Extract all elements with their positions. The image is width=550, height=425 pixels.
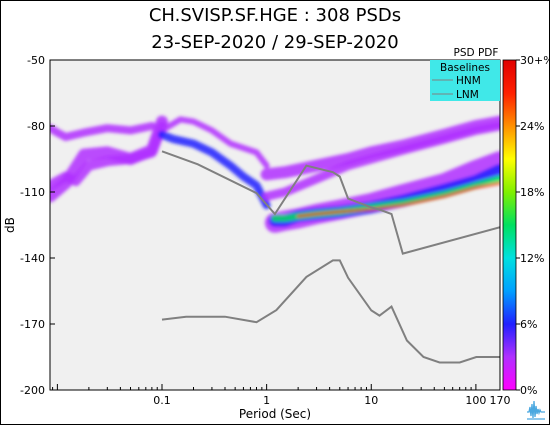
x-axis-label: Period (Sec) xyxy=(239,407,311,421)
legend-label-hnm: HNM xyxy=(456,75,481,87)
seismogram-logo-icon xyxy=(526,398,546,420)
chart-title: CH.SVISP.SF.HGE : 308 PSDs xyxy=(148,5,402,26)
pdf-ridge-10 xyxy=(296,181,500,218)
x-tick-label: 1 xyxy=(263,394,270,407)
x-tick-label: 10 xyxy=(364,394,378,407)
y-tick-label: -50 xyxy=(27,54,45,67)
plot-border xyxy=(49,59,501,391)
y-tick-label: -170 xyxy=(20,318,45,331)
y-tick-label: -80 xyxy=(27,120,45,133)
legend-label-lnm: LNM xyxy=(456,89,479,101)
pdf-ridge-3 xyxy=(50,121,167,191)
pdf-ridge-1 xyxy=(50,122,156,141)
legend: Baselines HNM LNM xyxy=(430,60,500,101)
y-axis: -50 -80 -110 -140 -170 -200 xyxy=(20,54,55,397)
colorbar-ticks: 30+% 24% 18% 12% 6% 0% xyxy=(516,54,550,397)
x-tick-label: 100 xyxy=(465,394,486,407)
y-tick-label: -200 xyxy=(20,384,45,397)
series-hnm xyxy=(161,150,500,255)
baseline-curves xyxy=(161,150,500,364)
pdf-ridge-6 xyxy=(262,121,500,201)
colorbar-tick-label: 0% xyxy=(520,384,537,397)
colorbar-tick-label: 18% xyxy=(520,186,544,199)
x-tick-label: 170 xyxy=(490,394,511,407)
legend-title: Baselines xyxy=(440,62,490,74)
colorbar xyxy=(502,59,517,391)
colorbar-title: PSD PDF xyxy=(454,47,499,59)
pdf-ridge-2 xyxy=(159,116,270,169)
x-axis: 0.1 1 10 100 170 xyxy=(52,384,511,407)
y-tick-label: -110 xyxy=(20,186,45,199)
series-lnm xyxy=(161,259,500,364)
colorbar-tick-label: 24% xyxy=(520,120,544,133)
colorbar-tick-label: 6% xyxy=(520,318,537,331)
y-axis-label: dB xyxy=(3,217,17,233)
colorbar-tick-label: 12% xyxy=(520,252,544,265)
y-tick-label: -140 xyxy=(20,252,45,265)
x-tick-label: 0.1 xyxy=(153,394,171,407)
pdf-ridge-4 xyxy=(158,130,271,210)
pdf-density xyxy=(50,115,500,233)
colorbar-tick-label: 30+% xyxy=(520,54,550,67)
chart-subtitle: 23-SEP-2020 / 29-SEP-2020 xyxy=(151,32,399,53)
